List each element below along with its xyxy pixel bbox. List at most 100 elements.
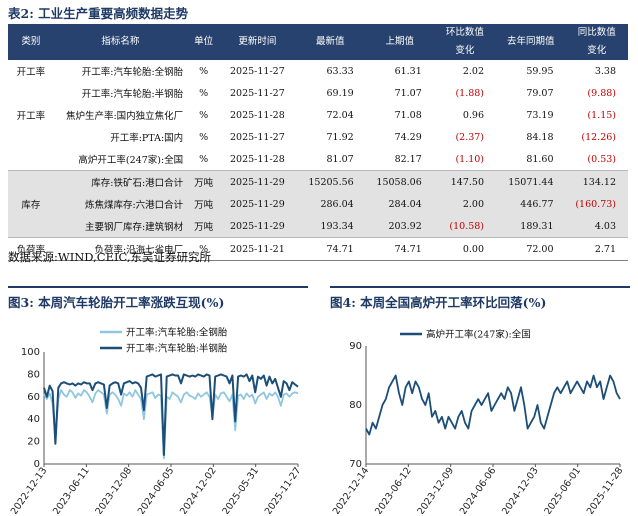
data-table: 类别 指标名称 单位 更新时间 最新值 上期值 环比数值 变化 去年同期值 同比数值 变化 开工率开… <box>8 24 628 261</box>
table-row: 负荷率 负荷率:沿海七省电厂% 2025-11-21 74.71 74.71 0.00 72… <box>8 237 628 261</box>
cell-date: 2025-11-29 <box>220 215 295 238</box>
cell-yago: 72.00 <box>496 237 566 261</box>
series-line <box>43 389 299 460</box>
cell-date: 2025-11-29 <box>220 170 295 193</box>
x-tick-label: 2025-06-01 <box>542 465 583 514</box>
cell-date: 2025-11-29 <box>220 193 295 215</box>
cell-prev: 82.17 <box>394 153 422 165</box>
x-tick-label: 2024-12-03 <box>500 465 541 514</box>
cell-category <box>8 82 54 104</box>
cell-date: 2025-11-21 <box>220 237 295 261</box>
cell-date: 2025-11-27 <box>230 65 285 77</box>
source-note: 数据来源:WIND,CEIC,东吴证券研究所 <box>8 250 212 264</box>
x-tick-label: 2024-12-02 <box>178 465 219 514</box>
cell-category <box>8 170 54 193</box>
cell-latest: 193.34 <box>294 215 366 238</box>
cell-date: 2025-11-27 <box>230 131 285 143</box>
cell-yago: 446.77 <box>496 193 566 215</box>
cell-indicator: 负荷率:沿海七省电厂 <box>53 237 188 261</box>
cell-prev: 71.08 <box>394 109 422 121</box>
cell-category <box>8 148 54 171</box>
x-tick-label: 2025-05-31 <box>220 465 261 514</box>
cell-unit: 万吨 <box>187 193 221 215</box>
cell-latest: 286.04 <box>294 193 366 215</box>
cell-indicator: 高炉开工率(247家):全国 <box>78 155 184 166</box>
y-tick-label: 80 <box>349 400 362 411</box>
table-header-row: 类别 指标名称 单位 更新时间 最新值 上期值 环比数值 变化 去年同期值 同比数值 变化 <box>8 24 628 60</box>
cell-category: 库存 <box>8 193 54 215</box>
cell-prev: 74.71 <box>365 237 434 261</box>
cell-indicator: 开工率:汽车轮胎:半钢胎 <box>81 89 184 100</box>
cell-unit: % <box>187 237 221 261</box>
x-tick-label: 2023-12-09 <box>415 465 456 514</box>
cell-yago: 79.07 <box>526 87 554 99</box>
cell-indicator: 炼焦煤库存:六港口合计 <box>53 193 188 215</box>
cell-mom: 0.00 <box>433 237 497 261</box>
cell-category: 开工率 <box>16 67 46 78</box>
cell-yoy: 2.71 <box>565 237 628 261</box>
cell-latest: 15205.56 <box>294 170 366 193</box>
cell-yoy: (160.73) <box>565 193 628 215</box>
header-2: 单位 <box>187 24 221 60</box>
cell-yoy: (12.26) <box>581 131 616 143</box>
x-tick-label: 2025-11-27 <box>263 465 304 514</box>
x-tick-label: 2024-06-05 <box>136 465 177 514</box>
legend-label: 开工率:汽车轮胎:全钢胎 <box>126 327 228 339</box>
cell-category <box>8 126 54 148</box>
cell-category: 负荷率 <box>8 237 54 261</box>
cell-yago: 59.95 <box>526 65 554 77</box>
table-row: 开工率:汽车轮胎:半钢胎% 2025-11-27 69.19 71.07 (1.88) 7… <box>8 82 628 104</box>
cell-yago: 81.60 <box>526 153 554 165</box>
cell-unit: 万吨 <box>187 170 221 193</box>
header-1: 指标名称 <box>53 24 188 60</box>
cell-mom: (1.10) <box>455 153 485 165</box>
cell-yoy: (1.15) <box>587 109 616 121</box>
cell-unit: % <box>199 87 209 99</box>
cell-unit: % <box>199 109 209 121</box>
cell-yoy: 3.38 <box>594 65 616 77</box>
y-tick-label: 20 <box>27 437 40 448</box>
cell-latest: 74.71 <box>294 237 366 261</box>
cell-date: 2025-11-27 <box>230 87 285 99</box>
x-tick-label: 2022-12-14 <box>331 465 372 514</box>
legend-label: 高炉开工率(247家):全国 <box>426 329 531 341</box>
cell-unit: % <box>199 153 209 165</box>
table-row: 开工率 开工率:汽车轮胎:全钢胎% 2025-11-27 63.33 61.31 2.02… <box>8 60 628 82</box>
y-tick-label: 100 <box>21 347 40 358</box>
table-title: 表2: 工业生产重要高频数据走势 <box>8 6 189 21</box>
fig3-title: 图3: 本周汽车轮胎开工率涨跌互现(%) <box>8 295 225 310</box>
table-row: 主要钢厂库存:建筑钢材 万吨 2025-11-29 193.34 203.92 (10.5… <box>8 215 628 238</box>
x-tick-label: 2025-11-28 <box>585 465 626 514</box>
cell-prev: 284.04 <box>365 193 434 215</box>
cell-prev: 203.92 <box>365 215 434 238</box>
cell-yoy: (9.88) <box>587 87 616 99</box>
cell-mom: (10.58) <box>433 215 497 238</box>
header-0: 类别 <box>8 24 54 60</box>
table-row: 开工率 焦炉生产率:国内独立焦化厂% 2025-11-28 72.04 71.08 0.9… <box>8 104 628 126</box>
cell-yoy: 134.12 <box>565 170 628 193</box>
cell-yago: 15071.44 <box>496 170 566 193</box>
cell-category: 开工率 <box>16 111 46 122</box>
cell-unit: % <box>199 65 209 77</box>
fig4-title: 图4: 本周全国高炉开工率环比回落(%) <box>330 295 547 310</box>
x-tick-label: 2022-12-13 <box>9 465 50 514</box>
cell-latest: 71.92 <box>326 131 354 143</box>
y-tick-label: 60 <box>27 392 40 403</box>
cell-unit: % <box>199 131 209 143</box>
y-tick-label: 80 <box>27 369 40 380</box>
table-row: 高炉开工率(247家):全国% 2025-11-28 81.07 82.17 (1.10… <box>8 148 628 171</box>
y-tick-label: 40 <box>27 414 40 425</box>
header-6: 环比数值 变化 <box>433 24 497 60</box>
cell-latest: 72.04 <box>326 109 354 121</box>
cell-prev: 74.29 <box>394 131 422 143</box>
header-7: 去年同期值 <box>496 24 566 60</box>
tire-chart: 0 20 40 60 80 100 2022-12-13 2023-06-11 2023-12-… <box>9 327 304 515</box>
fig4-rule <box>330 286 630 288</box>
cell-yoy: 4.03 <box>565 215 628 238</box>
series-line <box>365 374 621 436</box>
cell-yago: 73.19 <box>526 109 554 121</box>
header-4: 最新值 <box>294 24 366 60</box>
x-tick-label: 2024-06-06 <box>458 465 499 514</box>
cell-yago: 84.18 <box>526 131 554 143</box>
